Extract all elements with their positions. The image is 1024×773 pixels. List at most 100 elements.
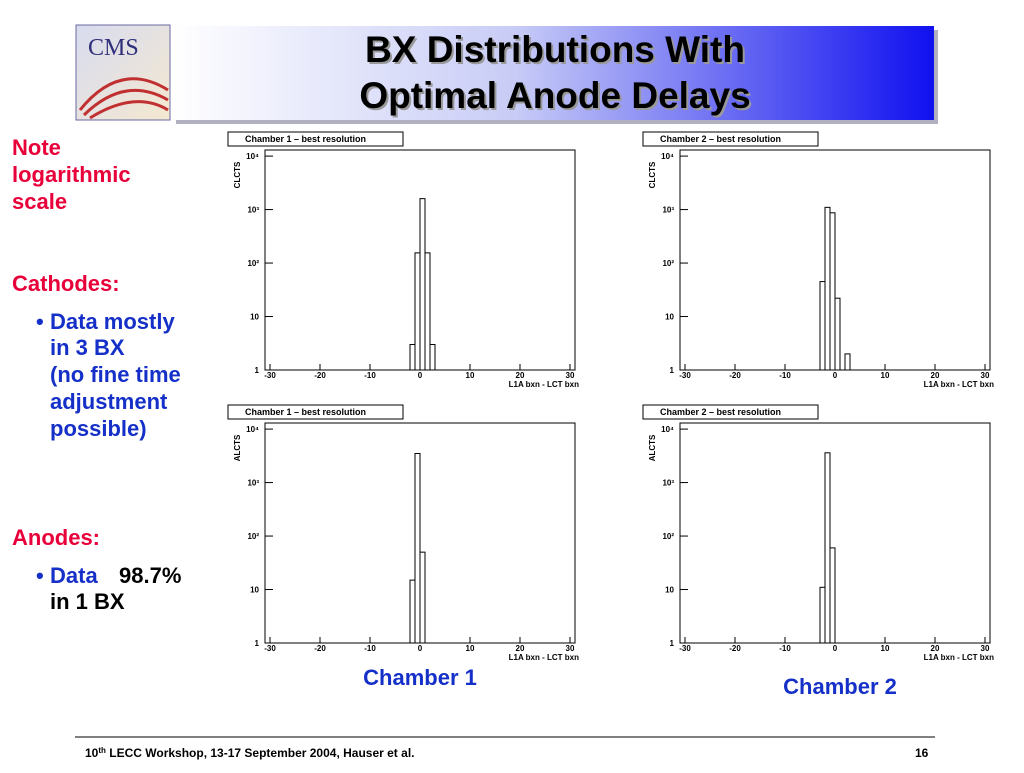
y-tick-label: 10 [250,586,259,595]
x-tick-label: -10 [779,371,791,380]
y-tick-label: 1 [670,639,675,648]
x-tick-label: -30 [679,644,691,653]
charts: Chamber 1 – best resolution CLCTS L1A bxn … [227,131,994,662]
note-line: scale [12,189,67,214]
bullet-line: (no fine time [50,362,181,387]
caption: Chamber 2 [783,674,897,699]
chart: Chamber 1 – best resolution CLCTS L1A bxn … [227,131,579,389]
bullet-line: possible) [50,416,147,441]
y-tick-label: 1 [670,366,675,375]
note-line: Note [12,135,61,160]
title-line: BX Distributions With [365,29,745,70]
x-tick-label: 10 [466,371,475,380]
y-tick-label: 10⁴ [246,152,259,161]
chart-title-box [227,131,404,147]
title-shadow-line: Optimal Anode Delays [361,77,752,118]
x-tick-label: -10 [779,644,791,653]
chart-title: Chamber 2 – best resolution [660,134,781,144]
chart: Chamber 1 – best resolution ALCTS L1A bxn … [227,404,579,662]
y-tick-label: 10 [665,586,674,595]
x-tick-label: -20 [729,644,741,653]
x-tick-label: -10 [364,644,376,653]
y-axis-label: CLCTS [233,161,242,188]
chart: Chamber 2 – best resolution CLCTS L1A bxn … [642,131,994,389]
x-axis-label: L1A bxn - LCT bxn [509,653,579,662]
x-tick-label: 0 [418,644,423,653]
bullet-dot: • [36,309,44,334]
histogram-bar [829,212,836,371]
y-tick-label: 10² [662,532,674,541]
x-tick-label: -20 [314,371,326,380]
histogram-bar [419,551,426,644]
footer-part: 10 [85,746,99,760]
chart-title-box [227,404,404,420]
x-tick-label: 10 [881,371,890,380]
bullet-dot: • [36,563,44,588]
x-tick-label: -30 [679,371,691,380]
x-tick-label: 20 [516,644,525,653]
chart-title-box [642,131,819,147]
y-tick-label: 10² [247,532,259,541]
bullet-line: 98.7% [119,563,181,588]
histogram-bar [829,547,836,644]
y-tick-label: 10 [250,313,259,322]
x-axis-label: L1A bxn - LCT bxn [924,653,994,662]
footer-sup: th [98,746,106,755]
x-tick-label: 30 [981,371,990,380]
x-axis-label: L1A bxn - LCT bxn [509,380,579,389]
chart-title: Chamber 1 – best resolution [245,407,366,417]
histogram-bar [424,252,431,371]
x-tick-label: -10 [364,371,376,380]
y-axis-label: ALCTS [648,434,657,461]
bullet-lead: Data [50,563,98,588]
y-tick-label: 10 [665,313,674,322]
x-tick-label: 30 [981,644,990,653]
logo-text: CMS [88,35,139,61]
x-tick-label: 0 [418,371,423,380]
bullet-line: in 1 BX [50,589,125,614]
x-axis-label: L1A bxn - LCT bxn [924,380,994,389]
footer-part: LECC Workshop, 13-17 September 2004, Hau… [106,746,415,760]
footer-text: 10th LECC Workshop, 13-17 September 2004… [85,746,414,760]
logo-art [78,77,169,120]
bullet-line: adjustment [50,389,168,414]
x-tick-label: 10 [881,644,890,653]
x-tick-label: 30 [566,371,575,380]
note-line: logarithmic [12,162,131,187]
heading: Anodes: [12,525,100,550]
y-tick-label: 10² [662,259,674,268]
y-tick-label: 1 [255,639,260,648]
x-tick-label: 30 [566,644,575,653]
y-tick-label: 1 [255,366,260,375]
x-tick-label: -20 [314,644,326,653]
bullet-line: Data mostly [50,309,175,334]
x-tick-label: -30 [264,644,276,653]
y-tick-label: 10³ [247,206,259,215]
bullet-line: in 3 BX [50,335,125,360]
chart-title-box [642,404,819,420]
y-tick-label: 10³ [662,479,674,488]
y-tick-label: 10⁴ [661,425,674,434]
x-tick-label: 20 [931,371,940,380]
x-tick-label: 0 [833,644,838,653]
x-tick-label: 10 [466,644,475,653]
title-shadow-line: BX Distributions With [367,31,747,72]
histogram-bar [414,452,421,644]
histogram-bar [834,297,841,371]
page-number: 16 [915,746,929,760]
chart-title: Chamber 2 – best resolution [660,407,781,417]
y-axis-label: CLCTS [648,161,657,188]
y-tick-label: 10⁴ [661,152,674,161]
title-line: Optimal Anode Delays [359,75,750,116]
y-axis-label: ALCTS [233,434,242,461]
y-tick-label: 10² [247,259,259,268]
caption: Chamber 1 [363,665,477,690]
title-bar [172,26,934,120]
y-tick-label: 10³ [662,206,674,215]
histogram-bar [429,343,436,371]
chart: Chamber 2 – best resolution ALCTS L1A bxn … [642,404,994,662]
y-tick-label: 10³ [247,479,259,488]
y-tick-label: 10⁴ [246,425,259,434]
